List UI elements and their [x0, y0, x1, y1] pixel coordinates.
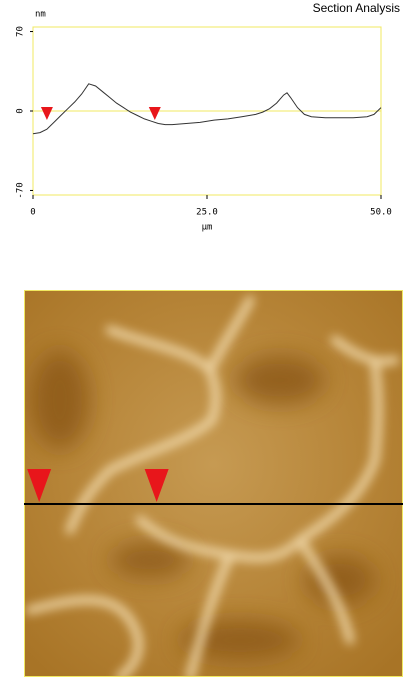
image-cursor — [144, 469, 169, 502]
y-tick-label: 0 — [16, 108, 26, 113]
plot: -70 0 70 0 25.0 50.0 — [16, 26, 392, 217]
cursor-marker — [148, 107, 161, 120]
y-unit: nm — [35, 10, 46, 20]
image-cursors — [27, 469, 169, 502]
y-tick-label: 70 — [16, 26, 26, 37]
image-cursor — [27, 469, 52, 502]
x-tick-label: 50.0 — [370, 208, 392, 218]
cursor-marker — [40, 107, 53, 120]
chart-title: Section Analysis — [313, 1, 400, 15]
y-tick-label: -70 — [16, 182, 26, 198]
x-axis-label: µm — [202, 223, 213, 233]
afm-image — [24, 290, 403, 677]
x-tick-label: 0 — [30, 208, 35, 218]
x-tick-label: 25.0 — [196, 208, 218, 218]
profile-line — [32, 83, 382, 135]
